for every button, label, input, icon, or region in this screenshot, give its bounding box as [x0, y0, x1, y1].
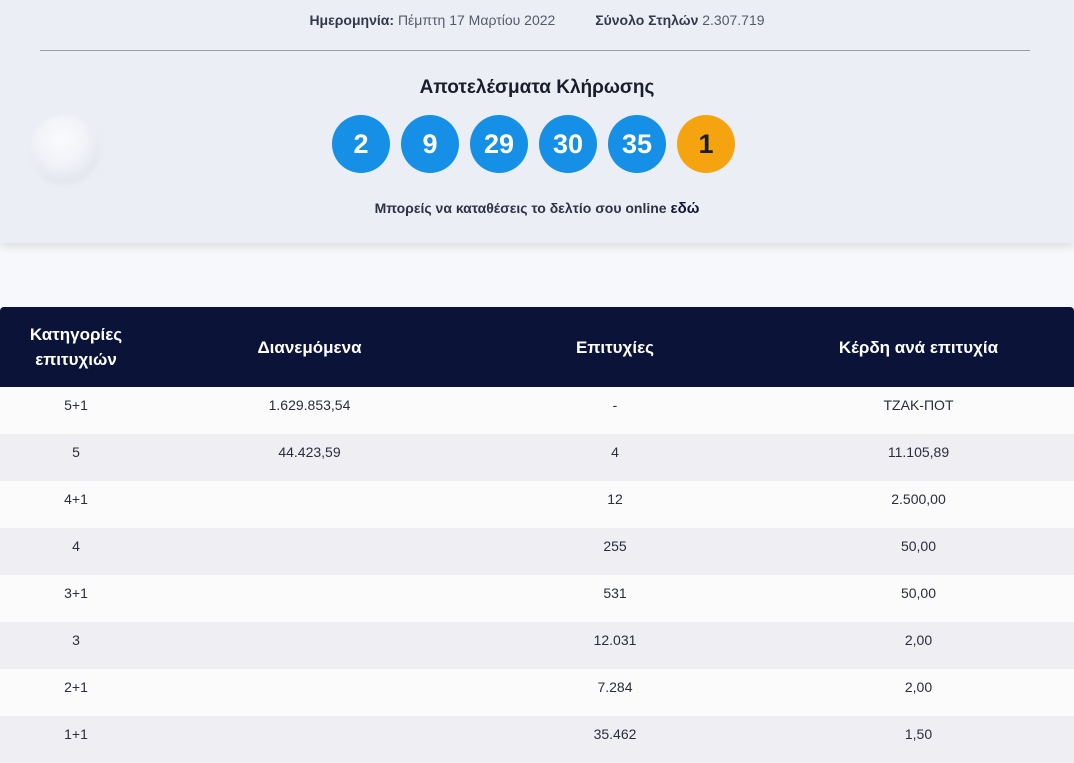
cell-category: 4 [72, 537, 80, 554]
table-row: 1+1 35.462 1,50 [0, 716, 1074, 763]
number-ball: 29 [470, 115, 528, 173]
cell-category: 2+1 [64, 678, 88, 695]
total-columns-value: 2.307.719 [702, 12, 765, 28]
cell-prize: ΤΖΑΚ-ΠΟΤ [883, 396, 954, 413]
cell-winners: 531 [603, 584, 627, 601]
prize-table: Κατηγορίες επιτυχιών Διανεμόμενα Επιτυχί… [0, 307, 1074, 763]
draw-date-value: Πέμπτη 17 Μαρτίου 2022 [397, 12, 556, 28]
number-ball: 2 [332, 115, 390, 173]
cell-winners: 255 [603, 537, 627, 554]
cell-prize: 2,00 [904, 631, 933, 648]
cell-winners: 35.462 [593, 725, 637, 742]
cell-prize: 50,00 [900, 537, 937, 554]
draw-meta: Ημερομηνία: Πέμπτη 17 Μαρτίου 2022 Σύνολ… [0, 12, 1074, 28]
cell-category: 3 [72, 631, 80, 648]
winning-numbers: 2 9 29 30 35 1 [332, 115, 735, 173]
cell-category: 5 [72, 443, 80, 460]
table-row: 4 255 50,00 [0, 528, 1074, 575]
cell-distributed: 1.629.853,54 [268, 396, 351, 413]
draw-results-panel: Ημερομηνία: Πέμπτη 17 Μαρτίου 2022 Σύνολ… [0, 0, 1074, 243]
number-ball: 35 [608, 115, 666, 173]
bonus-ball: 1 [677, 115, 735, 173]
table-header: Κατηγορίες επιτυχιών Διανεμόμενα Επιτυχί… [0, 307, 1074, 387]
decorative-blur-circle [30, 115, 100, 185]
divider [40, 50, 1030, 51]
cell-category: 3+1 [64, 584, 88, 601]
table-row: 5+1 1.629.853,54 - ΤΖΑΚ-ΠΟΤ [0, 387, 1074, 434]
cell-prize: 1,50 [904, 725, 933, 742]
total-columns: Σύνολο Στηλών 2.307.719 [595, 12, 764, 28]
cell-prize: 50,00 [900, 584, 937, 601]
table-row: 3+1 531 50,00 [0, 575, 1074, 622]
cell-category: 4+1 [64, 490, 88, 507]
online-bet-link[interactable]: εδώ [670, 200, 700, 217]
draw-date-label: Ημερομηνία: [309, 12, 395, 28]
cell-winners: - [612, 396, 618, 413]
cell-winners: 12.031 [593, 631, 637, 648]
header-distributed: Διανεμόμενα [257, 337, 362, 357]
header-categories: Κατηγορίες επιτυχιών [0, 322, 152, 372]
cell-category: 1+1 [64, 725, 88, 742]
table-row: 4+1 12 2.500,00 [0, 481, 1074, 528]
online-bet-text: Μπορείς να καταθέσεις το δελτίο σου onli… [374, 200, 667, 216]
total-columns-label: Σύνολο Στηλών [595, 12, 699, 28]
draw-results-title: Αποτελέσματα Κλήρωσης [419, 77, 655, 98]
header-categories-line1: Κατηγορίες [29, 325, 123, 344]
table-row: 5 44.423,59 4 11.105,89 [0, 434, 1074, 481]
draw-date: Ημερομηνία: Πέμπτη 17 Μαρτίου 2022 [309, 12, 555, 28]
online-bet-note: Μπορείς να καταθέσεις το δελτίο σου onli… [0, 200, 1074, 217]
number-ball: 30 [539, 115, 597, 173]
cell-prize: 11.105,89 [887, 443, 950, 460]
cell-winners: 4 [611, 443, 619, 460]
table-row: 2+1 7.284 2,00 [0, 669, 1074, 716]
cell-winners: 7.284 [597, 678, 633, 695]
cell-distributed: 44.423,59 [278, 443, 341, 460]
header-winners: Επιτυχίες [576, 337, 654, 357]
cell-category: 5+1 [64, 396, 88, 413]
cell-prize: 2,00 [904, 678, 933, 695]
header-categories-line2: επιτυχιών [35, 350, 117, 369]
number-ball: 9 [401, 115, 459, 173]
cell-winners: 12 [607, 490, 623, 507]
table-row: 3 12.031 2,00 [0, 622, 1074, 669]
header-prize: Κέρδη ανά επιτυχία [838, 337, 999, 357]
cell-prize: 2.500,00 [891, 490, 946, 507]
